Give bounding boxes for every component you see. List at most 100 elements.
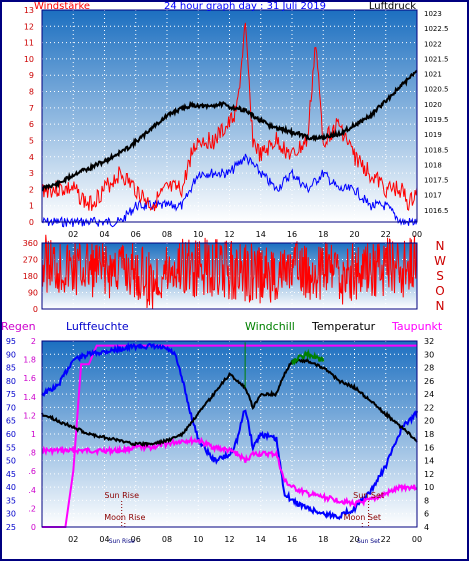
wind-tick-12: 12	[24, 22, 34, 31]
pressure-tick-1021: 1021	[424, 71, 442, 79]
astro-axis-mark-1: Sun Set	[357, 538, 381, 545]
rain-tick-2: 2	[31, 337, 36, 346]
wind-tick-3: 3	[29, 169, 34, 178]
wind-tick-7: 7	[29, 104, 34, 113]
humidity-tick-65: 65	[6, 417, 16, 426]
x-tick-top-14: 14	[256, 230, 266, 239]
x-tick-top-16: 16	[287, 230, 297, 239]
humidity-tick-90: 90	[6, 350, 16, 359]
humidity-tick-95: 95	[6, 337, 16, 346]
temp-tick-6: 6	[424, 510, 429, 519]
rain-tick-.4: .4	[28, 486, 36, 495]
x-tick-top-12: 12	[224, 230, 234, 239]
wind-line	[41, 22, 418, 212]
wind-tick-9: 9	[29, 71, 34, 80]
x-tick-top-18: 18	[318, 230, 328, 239]
astro-label-1: Moon Rise	[104, 513, 145, 522]
wind-tick-1: 1	[29, 202, 34, 211]
pressure-tick-1022: 1022	[424, 40, 442, 48]
wind-tick-5: 5	[29, 136, 34, 145]
humidity-tick-50: 50	[6, 457, 16, 466]
x-tick-bot-12: 12	[224, 535, 234, 544]
humidity-tick-70: 70	[6, 403, 16, 412]
x-tick-top-00: 00	[412, 230, 422, 239]
rain-tick-1.4: 1.4	[23, 393, 36, 402]
wind-tick-0: 0	[29, 218, 34, 227]
pressure-tick-1020: 1020	[424, 101, 442, 109]
temp-tick-16: 16	[424, 443, 434, 452]
astro-axis-mark-0: Sun Rise	[109, 538, 135, 545]
temp-tick-26: 26	[424, 377, 434, 386]
x-tick-top-06: 06	[131, 230, 141, 239]
direction-line	[41, 234, 418, 309]
temperature-line	[41, 357, 418, 448]
temp-tick-28: 28	[424, 364, 434, 373]
pressure-tick-1017.5: 1017.5	[424, 177, 449, 185]
wind-tick-6: 6	[29, 120, 34, 129]
x-tick-bot-06: 06	[131, 535, 141, 544]
x-tick-bot-10: 10	[193, 535, 203, 544]
pressure-tick-1022.5: 1022.5	[424, 25, 449, 33]
gust-line	[41, 153, 418, 228]
astro-label-0: Sun Rise	[104, 491, 139, 500]
humidity-tick-85: 85	[6, 364, 16, 373]
pressure-tick-1017: 1017	[424, 192, 442, 200]
humidity-tick-75: 75	[6, 390, 16, 399]
pressure-tick-1016.5: 1016.5	[424, 207, 449, 215]
x-tick-top-08: 08	[162, 230, 172, 239]
x-tick-bot-08: 08	[162, 535, 172, 544]
rain-tick-.8: .8	[28, 449, 36, 458]
panel2-border	[41, 242, 418, 310]
x-tick-bot-16: 16	[287, 535, 297, 544]
chart-title: 24 hour graph day : 31 Juli 2019	[164, 1, 326, 12]
wind-tick-11: 11	[24, 39, 34, 48]
pressure-axis-label: Luftdruck	[369, 1, 416, 12]
dir-tick-270: 270	[23, 256, 38, 265]
compass-letter-1: W	[434, 254, 446, 268]
legend-temperature: Temperatur	[311, 320, 376, 333]
temp-tick-20: 20	[424, 417, 434, 426]
wind-tick-8: 8	[29, 88, 34, 97]
humidity-tick-30: 30	[6, 510, 16, 519]
compass-letter-2: S	[436, 269, 444, 283]
temp-tick-4: 4	[424, 523, 429, 532]
compass-letter-0: N	[436, 239, 445, 253]
temp-tick-14: 14	[424, 457, 434, 466]
x-tick-top-22: 22	[381, 230, 391, 239]
temp-tick-32: 32	[424, 337, 434, 346]
pressure-tick-1023: 1023	[424, 10, 442, 18]
x-tick-bot-00: 00	[412, 535, 422, 544]
x-tick-top-02: 02	[68, 230, 78, 239]
astro-label-3: Moon Set	[344, 513, 381, 522]
legend-humidity: Luftfeuchte	[66, 320, 129, 333]
x-tick-bot-20: 20	[349, 535, 359, 544]
humidity-line	[41, 341, 418, 521]
wind-tick-2: 2	[29, 185, 34, 194]
humidity-tick-80: 80	[6, 377, 16, 386]
compass-letter-3: O	[435, 284, 444, 298]
dir-tick-180: 180	[23, 272, 38, 281]
temp-tick-10: 10	[424, 483, 434, 492]
temp-tick-22: 22	[424, 403, 434, 412]
dir-tick-0: 0	[33, 305, 38, 314]
dir-tick-360: 360	[23, 239, 38, 248]
pressure-tick-1019.5: 1019.5	[424, 116, 449, 124]
wind-tick-4: 4	[29, 153, 34, 162]
panel1-border	[41, 9, 418, 223]
humidity-tick-25: 25	[6, 523, 16, 532]
x-tick-bot-18: 18	[318, 535, 328, 544]
temp-tick-8: 8	[424, 496, 429, 505]
wind-tick-13: 13	[24, 6, 34, 15]
humidity-tick-55: 55	[6, 443, 16, 452]
x-tick-bot-04: 04	[99, 535, 109, 544]
legend-dewpoint: Taupunkt	[391, 320, 443, 333]
windchill-line	[291, 348, 325, 366]
rain-tick-1.2: 1.2	[23, 411, 36, 420]
humidity-tick-40: 40	[6, 483, 16, 492]
x-tick-bot-22: 22	[381, 535, 391, 544]
temp-tick-12: 12	[424, 470, 434, 479]
axis-layer: 0123456789101112131016.510171017.5101810…	[6, 6, 449, 545]
pressure-tick-1018.5: 1018.5	[424, 146, 449, 154]
rain-tick-.6: .6	[28, 467, 36, 476]
